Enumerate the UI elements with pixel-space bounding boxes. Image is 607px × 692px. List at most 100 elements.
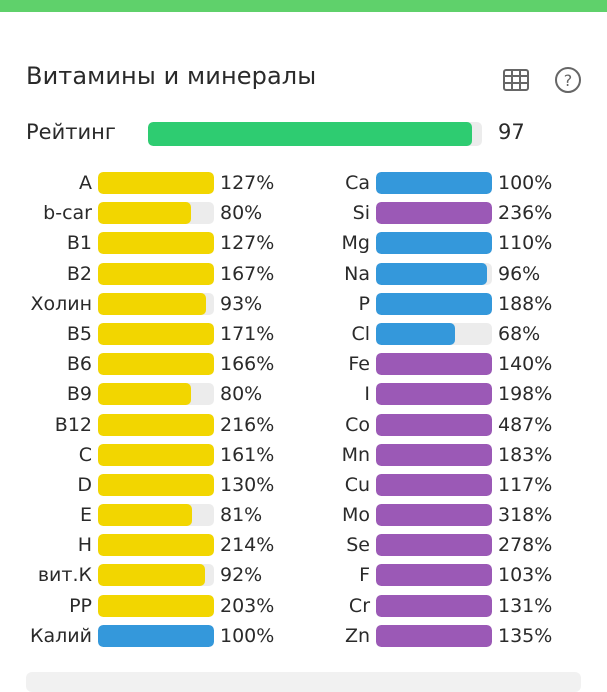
nutrient-bar-fill xyxy=(376,232,492,255)
nutrient-percent: 127% xyxy=(220,232,275,255)
table-icon[interactable] xyxy=(502,66,530,94)
nutrient-bar xyxy=(98,202,214,225)
nutrient-bar xyxy=(376,413,492,436)
nutrient-bar-fill xyxy=(376,534,492,557)
nutrient-percent: 188% xyxy=(498,292,553,315)
nutrient-label: вит.К xyxy=(37,564,92,587)
nutrient-label: I xyxy=(364,383,370,406)
nutrient-label: B9 xyxy=(66,383,92,406)
nutrient-label: Mo xyxy=(341,504,370,527)
nutrient-bar xyxy=(98,383,214,406)
nutrient-bar-fill xyxy=(98,232,214,255)
nutrient-percent: 131% xyxy=(498,594,553,617)
nutrient-label: Холин xyxy=(30,292,92,315)
nutrient-label: Na xyxy=(344,262,370,285)
nutrient-percent: 183% xyxy=(498,443,553,466)
nutrient-label: A xyxy=(79,172,92,194)
nutrient-percent: 117% xyxy=(498,473,553,496)
nutrient-bar-fill xyxy=(98,262,214,285)
nutrient-label: B2 xyxy=(66,262,92,285)
nutrient-percent: 140% xyxy=(498,353,553,376)
nutrient-percent: 93% xyxy=(220,292,263,315)
nutrient-label: F xyxy=(359,564,370,587)
nutrient-bar xyxy=(98,473,214,496)
nutrient-percent: 92% xyxy=(220,564,263,587)
nutrient-bar-fill xyxy=(98,383,191,406)
nutrient-label: Cu xyxy=(344,473,370,496)
nutrient-label: Zn xyxy=(344,624,370,647)
nutrient-label: B12 xyxy=(54,413,92,436)
nutrient-bar xyxy=(376,383,492,406)
nutrient-bar xyxy=(98,534,214,557)
rating-bar xyxy=(148,122,482,146)
nutrient-bar xyxy=(376,262,492,285)
nutrient-bar xyxy=(376,504,492,527)
nutrient-bar-fill xyxy=(376,353,492,376)
nutrient-percent: 68% xyxy=(498,322,541,345)
nutrient-label: P xyxy=(358,292,370,315)
nutrient-percent: 103% xyxy=(498,564,553,587)
nutrient-bar xyxy=(98,172,214,194)
nutrient-label: Si xyxy=(352,202,370,225)
nutrient-bar-fill xyxy=(376,594,492,617)
help-icon[interactable]: ? xyxy=(554,66,582,94)
nutrient-label: Mg xyxy=(341,232,370,255)
nutrient-bar-fill xyxy=(98,624,214,647)
nutrient-bar xyxy=(98,564,214,587)
nutrient-bar-fill xyxy=(376,172,492,194)
section-title: Витамины и минералы xyxy=(26,62,317,90)
nutrient-percent: 161% xyxy=(220,443,275,466)
nutrient-bar-fill xyxy=(376,624,492,647)
nutrient-percent: 166% xyxy=(220,353,275,376)
nutrient-bar-fill xyxy=(376,202,492,225)
nutrient-bar-fill xyxy=(376,383,492,406)
nutrient-percent: 127% xyxy=(220,172,275,194)
nutrient-label: Ca xyxy=(345,172,370,194)
nutrient-bar xyxy=(98,322,214,345)
top-accent-bar xyxy=(0,0,607,12)
nutrient-percent: 171% xyxy=(220,322,275,345)
nutrient-percent: 214% xyxy=(220,534,275,557)
nutrient-bar xyxy=(376,232,492,255)
rating-label: Рейтинг xyxy=(26,120,116,144)
nutrient-bar-fill xyxy=(98,322,214,345)
nutrient-bar-fill xyxy=(376,262,488,285)
nutrient-label: B6 xyxy=(66,353,92,376)
nutrient-bar-fill xyxy=(98,564,205,587)
nutrient-bar xyxy=(98,594,214,617)
svg-text:?: ? xyxy=(564,71,573,90)
nutrient-bar xyxy=(98,232,214,255)
nutrient-bar-fill xyxy=(98,443,214,466)
nutrient-bar xyxy=(98,504,214,527)
nutrient-bar-fill xyxy=(376,504,492,527)
nutrient-label: Mn xyxy=(341,443,370,466)
nutrient-bar xyxy=(376,202,492,225)
nutrient-percent: 110% xyxy=(498,232,553,255)
nutrient-label: D xyxy=(77,473,92,496)
nutrient-label: Cl xyxy=(351,322,370,345)
nutrient-bar xyxy=(376,292,492,315)
nutrient-bar xyxy=(98,443,214,466)
nutrient-bar-fill xyxy=(376,564,492,587)
nutrient-label: Co xyxy=(345,413,370,436)
nutrient-bar-fill xyxy=(98,172,214,194)
nutrient-bar xyxy=(376,353,492,376)
nutrient-percent: 236% xyxy=(498,202,553,225)
nutrient-bar-fill xyxy=(376,473,492,496)
nutrient-percent: 80% xyxy=(220,383,263,406)
nutrient-bar xyxy=(376,322,492,345)
nutrient-bar-fill xyxy=(98,594,214,617)
nutrient-percent: 278% xyxy=(498,534,553,557)
nutrient-bar-fill xyxy=(376,443,492,466)
nutrient-percent: 318% xyxy=(498,504,553,527)
nutrient-bar xyxy=(98,292,214,315)
nutrient-bar xyxy=(376,473,492,496)
nutrient-percent: 100% xyxy=(220,624,275,647)
rating-value: 97 xyxy=(498,120,525,144)
nutrient-percent: 167% xyxy=(220,262,275,285)
bottom-panel xyxy=(26,672,581,692)
nutrient-percent: 198% xyxy=(498,383,553,406)
nutrient-bar xyxy=(376,172,492,194)
nutrient-percent: 81% xyxy=(220,504,263,527)
nutrient-bar xyxy=(98,624,214,647)
